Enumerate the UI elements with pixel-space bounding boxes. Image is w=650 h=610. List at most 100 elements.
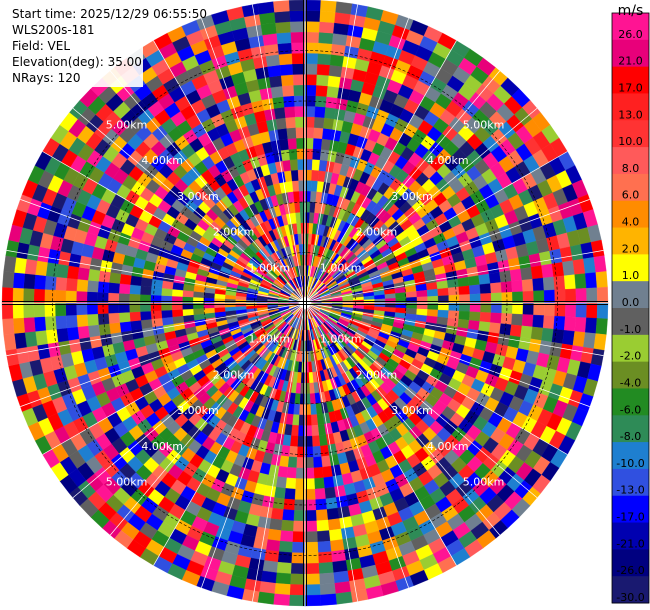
velocity-gate — [267, 64, 282, 78]
velocity-gate — [551, 328, 565, 344]
velocity-gate — [277, 128, 288, 141]
colorbar-swatch — [612, 254, 649, 282]
velocity-gate — [264, 43, 280, 57]
velocity-gate — [65, 277, 78, 292]
velocity-gate — [374, 302, 386, 308]
colorbar-tick-label: -10.0 — [616, 457, 644, 470]
velocity-gate — [406, 302, 418, 310]
velocity-gate — [304, 552, 319, 564]
velocity-gate — [295, 212, 301, 224]
velocity-gate — [55, 315, 68, 330]
velocity-gate — [520, 267, 533, 281]
velocity-gate — [316, 519, 330, 532]
velocity-gate — [3, 333, 17, 351]
velocity-gate — [586, 302, 598, 319]
velocity-gate — [286, 467, 297, 479]
velocity-gate — [273, 593, 290, 606]
velocity-gate — [293, 190, 300, 203]
ring-label: 4.00km — [141, 154, 183, 167]
colorbar-swatch — [612, 442, 649, 470]
velocity-gate — [265, 539, 281, 552]
velocity-gate — [490, 282, 502, 294]
colorbar-swatch — [612, 39, 649, 68]
velocity-gate — [332, 474, 344, 488]
velocity-gate — [488, 322, 502, 334]
velocity-gate — [304, 372, 310, 384]
velocity-gate — [261, 97, 275, 111]
velocity-gate — [44, 275, 57, 291]
velocity-gate — [333, 570, 350, 584]
velocity-gate — [270, 507, 284, 521]
velocity-gate — [542, 315, 555, 330]
velocity-gate — [575, 302, 587, 318]
colorbar-tick-label: -8.0 — [620, 430, 641, 443]
velocity-gate — [298, 190, 306, 202]
velocity-gate — [374, 298, 386, 304]
velocity-gate — [44, 315, 57, 331]
velocity-gate — [56, 263, 69, 279]
velocity-gate — [87, 324, 101, 338]
colorbar-tick-label: -17.0 — [616, 511, 644, 524]
velocity-gate — [312, 445, 322, 458]
colorbar-tick-label: 26.0 — [618, 28, 643, 41]
velocity-gate — [313, 467, 324, 479]
velocity-gate — [384, 302, 397, 308]
velocity-gate — [447, 286, 460, 296]
colorbar-tick-label: 0.0 — [622, 296, 640, 309]
velocity-gate — [317, 42, 333, 55]
colorbar-swatch — [612, 281, 649, 309]
velocity-gate — [309, 382, 315, 394]
velocity-gate — [224, 298, 236, 304]
velocity-gate — [327, 518, 341, 531]
velocity-gate — [395, 297, 407, 304]
velocity-gate — [278, 540, 293, 553]
velocity-gate — [151, 317, 164, 328]
velocity-gate — [272, 96, 285, 109]
velocity-gate — [277, 42, 293, 55]
velocity-gate — [259, 581, 276, 594]
velocity-gate — [66, 326, 80, 341]
velocity-gate — [298, 414, 306, 426]
velocity-gate — [282, 509, 295, 522]
velocity-gate — [12, 287, 24, 304]
velocity-gate — [313, 127, 324, 139]
velocity-gate — [314, 488, 326, 500]
velocity-gate — [280, 74, 294, 87]
velocity-gate — [45, 262, 59, 278]
colorbar-swatch — [612, 120, 649, 148]
ring-label: 4.00km — [141, 440, 183, 453]
velocity-gate — [299, 393, 306, 405]
velocity-gate — [65, 314, 78, 329]
elevation-text: Elevation(deg): 35.00 — [12, 55, 142, 69]
velocity-gate — [273, 0, 290, 13]
velocity-gate — [86, 280, 99, 293]
colorbar-swatch — [612, 576, 649, 604]
velocity-gate — [260, 570, 277, 584]
start-time-text: Start time: 2025/12/29 06:55:50 — [12, 7, 207, 21]
velocity-gate — [304, 573, 320, 585]
velocity-gate — [521, 314, 534, 328]
ring-label: 2.00km — [356, 226, 398, 239]
velocity-gate — [34, 316, 47, 332]
velocity-gate — [436, 280, 449, 290]
velocity-gate — [332, 33, 348, 46]
velocity-gate — [333, 485, 347, 498]
velocity-gate — [182, 296, 194, 304]
velocity-gate — [274, 106, 286, 120]
ring-label: 3.00km — [391, 190, 433, 203]
range-ring — [102, 100, 508, 506]
ring-label: 5.00km — [106, 119, 148, 132]
velocity-gate — [119, 321, 132, 333]
velocity-gate — [316, 63, 331, 76]
colorbar-tick-label: -2.0 — [620, 350, 641, 363]
velocity-gate — [575, 288, 587, 304]
velocity-gate — [314, 477, 325, 490]
velocity-gate — [593, 333, 607, 351]
velocity-gate — [298, 180, 306, 192]
velocity-gate — [12, 317, 25, 334]
velocity-gate — [596, 302, 609, 320]
velocity-gate — [319, 583, 336, 596]
velocity-gate — [267, 528, 282, 542]
velocity-gate — [595, 318, 608, 335]
